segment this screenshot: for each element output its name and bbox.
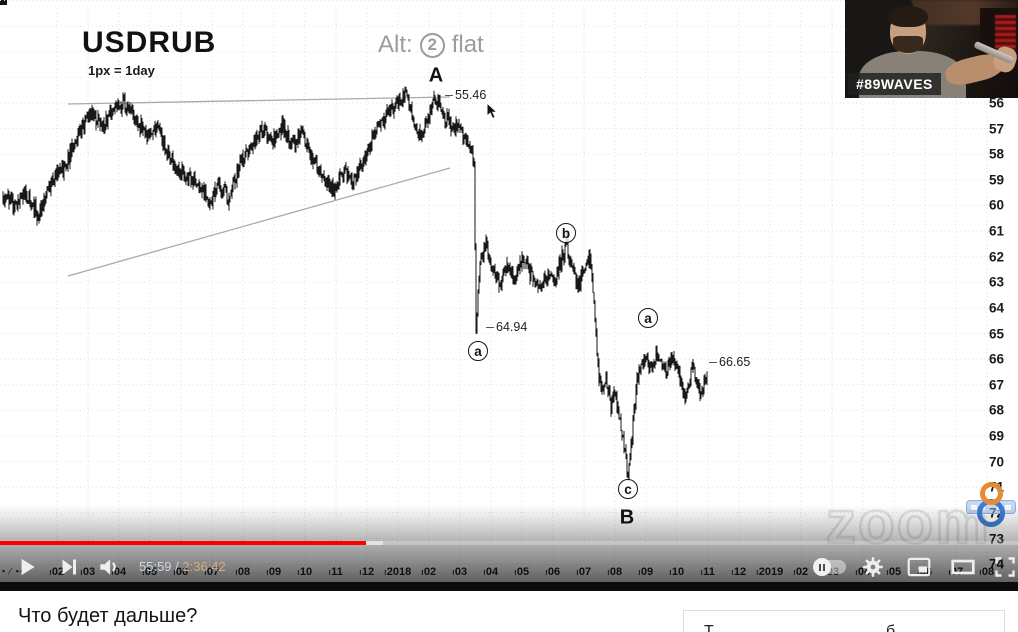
duration: 2:36:42 — [182, 559, 226, 574]
chart-symbol: USDRUB — [82, 26, 217, 59]
chart-grid — [0, 0, 1006, 578]
y-axis-label: 69 — [988, 428, 1004, 444]
play-button[interactable] — [12, 552, 42, 582]
y-axis-label: 56 — [988, 95, 1004, 111]
next-button[interactable] — [54, 552, 84, 582]
video-viewport[interactable]: USDRUB 1px = 1day Alt: 2 flat AabacB55.4… — [0, 0, 1018, 591]
wave-label-c: c — [618, 479, 638, 499]
y-axis-label: 67 — [988, 377, 1004, 393]
wave-label-b: b — [556, 223, 576, 243]
y-axis-label: 64 — [988, 300, 1004, 316]
webcam-overlay: #89WAVES — [845, 0, 1018, 98]
alt-wave-annotation: Alt: 2 flat — [378, 31, 484, 59]
current-time: 55:59 — [139, 559, 172, 574]
miniplayer-button[interactable] — [904, 552, 934, 582]
played-fill — [0, 541, 367, 545]
alt-prefix: Alt: — [378, 31, 413, 58]
chat-partial-text: Т — [704, 623, 714, 632]
video-title: Что будет дальше? — [18, 605, 198, 627]
alt-suffix: flat — [451, 31, 484, 58]
settings-button[interactable] — [858, 552, 888, 582]
page-below-player: Что будет дальше? Т б — [0, 591, 1018, 632]
theater-mode-icon — [951, 559, 975, 575]
volume-button[interactable] — [94, 552, 124, 582]
play-icon — [21, 558, 35, 576]
circled-wave-2: 2 — [419, 32, 445, 58]
wave-label-A: A — [428, 64, 444, 87]
corner-artifact — [0, 0, 7, 5]
miniplayer-icon — [907, 557, 931, 577]
volume-icon — [100, 559, 116, 575]
price-chart — [0, 0, 1006, 578]
y-axis-label: 63 — [988, 274, 1004, 290]
y-axis-label: 61 — [988, 223, 1004, 239]
channel-handle-badge: #89WAVES — [848, 73, 941, 95]
price-callout: 66.65 — [709, 355, 750, 369]
y-axis-label: 70 — [988, 454, 1004, 470]
settings-gear-icon — [863, 557, 883, 577]
time-display: 55:59 / 2:36:42 — [139, 559, 226, 574]
y-axis-label: 65 — [988, 326, 1004, 342]
y-axis-label: 66 — [988, 351, 1004, 367]
chart-scale-note: 1px = 1day — [88, 63, 155, 78]
video-letterbox-strip — [0, 582, 1018, 591]
theater-mode-button[interactable] — [948, 552, 978, 582]
chat-partial-text: б — [886, 623, 896, 632]
fullscreen-icon — [995, 557, 1015, 577]
y-axis-label: 62 — [988, 249, 1004, 265]
fullscreen-button[interactable] — [990, 552, 1018, 582]
y-axis-label: 59 — [988, 172, 1004, 188]
wave-label-a: a — [468, 341, 488, 361]
autoplay-pause-icon — [813, 558, 831, 576]
y-axis-label: 60 — [988, 197, 1004, 213]
y-axis-label: 57 — [988, 121, 1004, 137]
live-chat-panel[interactable]: Т б — [683, 610, 1005, 632]
mouse-cursor-icon — [486, 103, 499, 120]
y-axis-label: 58 — [988, 146, 1004, 162]
seek-bar[interactable] — [0, 541, 1018, 545]
trendlines — [67, 96, 451, 277]
price-callout: 64.94 — [486, 320, 527, 334]
y-axis-label: 68 — [988, 402, 1004, 418]
price-callout: 55.46 — [445, 88, 486, 102]
autoplay-toggle[interactable] — [813, 558, 846, 576]
wave-label-a: a — [638, 308, 658, 328]
next-icon — [62, 559, 76, 575]
price-bars — [2, 86, 708, 483]
player-controls: 55:59 / 2:36:42 — [0, 552, 1018, 582]
